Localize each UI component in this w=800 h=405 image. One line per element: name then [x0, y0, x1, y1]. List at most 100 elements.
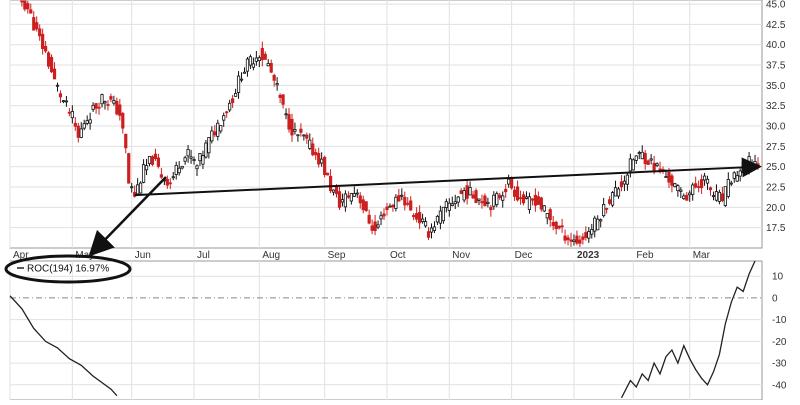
candle-body — [708, 187, 713, 191]
month-label: Nov — [452, 250, 470, 261]
price-tick-label: 27.5 — [766, 142, 786, 153]
candle-body — [284, 113, 288, 116]
candle-body — [314, 152, 318, 156]
candle-body — [367, 214, 371, 224]
month-label: Dec — [515, 250, 533, 261]
candle-body — [340, 199, 345, 203]
month-label: 2023 — [577, 250, 600, 261]
price-tick-label: 40.0 — [766, 40, 786, 51]
candle-body — [477, 198, 481, 201]
candle-body — [150, 156, 155, 165]
candle-body — [622, 180, 627, 185]
candle-body — [308, 139, 312, 149]
candle-body — [35, 22, 39, 30]
candle-body — [52, 68, 57, 80]
candle-body — [248, 56, 253, 66]
candle-body — [379, 215, 383, 220]
candle-body — [572, 239, 576, 243]
candle-body — [281, 94, 285, 105]
candle-body — [139, 182, 143, 194]
candle-body — [554, 221, 558, 230]
candle-body — [370, 225, 374, 231]
candle-body — [127, 153, 131, 184]
price-tick-label: 32.5 — [766, 101, 786, 112]
candle-body — [492, 194, 496, 207]
candle-body — [640, 151, 644, 160]
candle-body — [702, 175, 707, 181]
candle-body — [578, 239, 582, 244]
candle-body — [355, 192, 359, 195]
candle-body — [130, 186, 134, 189]
candle-body — [643, 152, 647, 165]
legend-text: ROC(194) 16.97% — [27, 264, 109, 275]
indicator-tick-label: -10 — [772, 315, 787, 326]
indicator-tick-label: -30 — [772, 359, 787, 370]
candle-body — [103, 101, 107, 104]
candle-body — [349, 193, 353, 202]
candle-body — [180, 165, 184, 169]
roc-line — [9, 295, 118, 397]
candle-body — [76, 125, 80, 138]
candle-body — [569, 239, 573, 242]
candle-body — [201, 155, 205, 165]
candle-body — [186, 148, 190, 157]
candle-body — [213, 131, 217, 136]
candle-body — [64, 100, 68, 103]
candle-body — [189, 156, 193, 159]
candle-body — [266, 63, 270, 67]
candle-body — [513, 189, 517, 197]
candle-body — [667, 172, 671, 183]
trendline-arrow — [134, 157, 762, 197]
legend-label: ROC(194) — [27, 264, 75, 275]
candle-body — [147, 156, 152, 164]
candle-body — [174, 164, 178, 175]
candle-body — [337, 191, 342, 208]
candle-body — [406, 202, 410, 205]
candle-body — [697, 186, 701, 188]
candle-body — [26, 3, 30, 10]
candle-body — [563, 235, 567, 241]
candle-body — [73, 122, 77, 127]
candle-body — [459, 190, 463, 194]
candle-body — [361, 199, 365, 211]
candle-body — [165, 178, 169, 186]
candle-body — [177, 167, 181, 174]
candle-body — [453, 201, 457, 204]
candle-body — [501, 195, 505, 201]
candle-body — [435, 216, 440, 223]
candle-body — [55, 84, 60, 87]
candle-body — [260, 47, 264, 61]
candle-body — [426, 231, 431, 238]
candle-body — [575, 235, 579, 244]
candle-body — [527, 196, 532, 210]
candle-body — [323, 156, 327, 175]
candle-body — [91, 104, 95, 110]
candle-body — [233, 93, 238, 97]
candle-body — [364, 201, 368, 212]
candle-body — [70, 111, 74, 119]
price-tick-label: 20.0 — [766, 203, 786, 214]
candle-body — [566, 237, 570, 241]
candle-body — [254, 57, 258, 62]
candle-body — [46, 52, 51, 67]
candle-body — [242, 71, 247, 74]
candle-body — [649, 158, 653, 161]
candle-body — [652, 162, 656, 171]
candle-body — [700, 179, 704, 189]
candle-body — [311, 143, 315, 156]
candle-body — [735, 175, 739, 182]
candle-body — [714, 191, 719, 201]
candle-body — [717, 191, 722, 202]
candle-body — [602, 204, 606, 217]
candle-body — [456, 196, 460, 203]
indicator-tick-label: 10 — [772, 272, 784, 283]
candle-body — [480, 201, 484, 204]
candle-body — [121, 113, 125, 129]
candle-body — [296, 134, 300, 137]
candle-body — [231, 98, 235, 104]
candle-body — [305, 134, 309, 139]
candle-body — [198, 153, 202, 162]
candle-body — [100, 94, 104, 105]
candle-body — [619, 181, 624, 188]
